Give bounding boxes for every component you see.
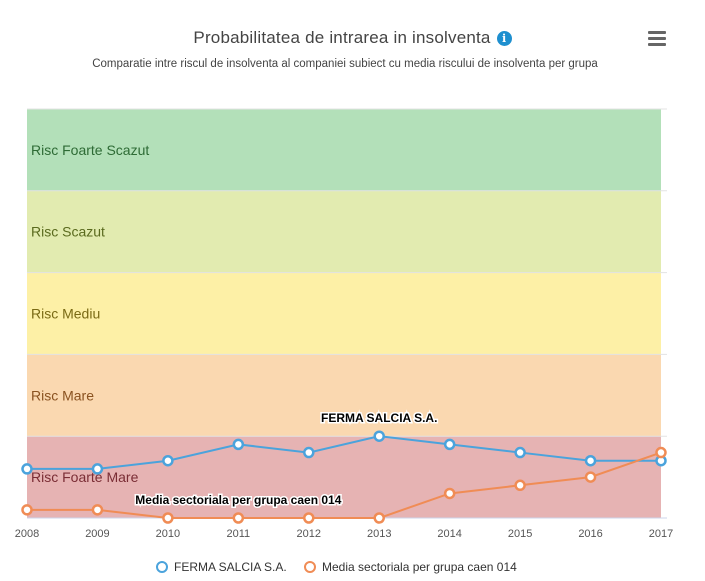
data-point bbox=[373, 430, 385, 442]
series-line bbox=[27, 435, 661, 470]
data-point bbox=[443, 438, 456, 451]
chart-plot: Risc Foarte Scazut Risc Scazut Risc Mediu R… bbox=[15, 108, 673, 540]
data-point bbox=[91, 504, 104, 516]
x-tick-label: 2014 bbox=[437, 528, 461, 540]
legend-marker-icon bbox=[304, 561, 316, 573]
chart-title-row: Probabilitatea de intrarea in insolventa… bbox=[0, 28, 705, 48]
legend-label: FERMA SALCIA S.A. bbox=[174, 560, 287, 574]
risk-band bbox=[27, 190, 661, 273]
data-point bbox=[21, 463, 33, 475]
data-point bbox=[443, 487, 456, 500]
data-label: Media sectoriala per grupa caen 014 bbox=[135, 493, 341, 507]
risk-band bbox=[27, 109, 661, 191]
risk-band bbox=[27, 354, 661, 437]
legend-label: Media sectoriala per grupa caen 014 bbox=[322, 560, 517, 574]
chart-title: Probabilitatea de intrarea in insolventa bbox=[193, 28, 491, 47]
series-line bbox=[27, 451, 662, 519]
data-point bbox=[514, 479, 526, 492]
data-point bbox=[655, 446, 667, 459]
x-tick-label: 2017 bbox=[649, 528, 673, 540]
risk-band-label: Risc Mediu bbox=[31, 306, 100, 322]
risk-band-label: Risc Foarte Scazut bbox=[31, 142, 149, 158]
risk-band-label: Risc Scazut bbox=[31, 224, 105, 240]
data-point bbox=[232, 512, 245, 524]
data-point bbox=[162, 512, 174, 524]
data-point bbox=[303, 446, 315, 459]
x-tick-label: 2016 bbox=[578, 528, 602, 540]
data-point bbox=[303, 512, 315, 524]
data-point bbox=[514, 446, 526, 459]
legend-marker-icon bbox=[156, 561, 168, 573]
risk-band-label: Risc Foarte Mare bbox=[31, 469, 139, 485]
x-tick-label: 2013 bbox=[367, 528, 391, 540]
data-point bbox=[584, 454, 597, 467]
legend-item-ferma-salcia[interactable]: FERMA SALCIA S.A. bbox=[156, 560, 287, 574]
chart-legend: FERMA SALCIA S.A. Media sectoriala per g… bbox=[0, 560, 705, 578]
risk-band-label: Risc Mare bbox=[31, 387, 94, 403]
data-point bbox=[232, 438, 245, 451]
legend-item-media-sectoriala[interactable]: Media sectoriala per grupa caen 014 bbox=[304, 560, 517, 574]
x-tick-label: 2012 bbox=[297, 528, 321, 540]
data-point bbox=[584, 471, 597, 483]
hamburger-menu-icon[interactable] bbox=[648, 31, 666, 47]
data-point bbox=[91, 463, 104, 475]
x-tick-label: 2015 bbox=[508, 528, 532, 540]
x-tick-label: 2009 bbox=[85, 528, 109, 540]
x-tick-label: 2011 bbox=[227, 528, 251, 540]
data-label: FERMA SALCIA S.A. bbox=[321, 411, 437, 425]
chart-subtitle: Comparatie intre riscul de insolventa al… bbox=[92, 58, 598, 70]
risk-band bbox=[27, 436, 661, 518]
data-point bbox=[373, 512, 385, 524]
data-point bbox=[21, 504, 33, 516]
x-tick-label: 2010 bbox=[156, 528, 180, 540]
x-tick-label: 2008 bbox=[15, 528, 39, 540]
info-icon[interactable]: i bbox=[496, 31, 512, 46]
risk-band bbox=[27, 272, 661, 355]
data-point bbox=[162, 454, 174, 467]
